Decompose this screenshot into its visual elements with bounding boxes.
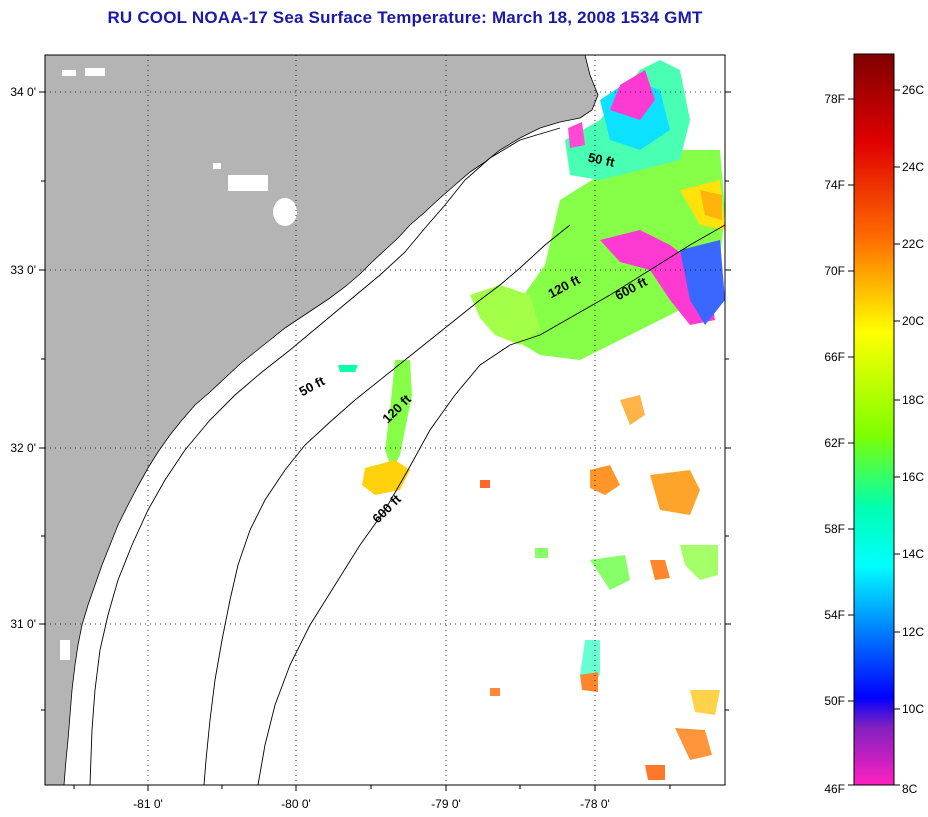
- contour-120ft: [203, 224, 571, 785]
- colorbar-label-c: 26C: [902, 83, 924, 97]
- colorbar-label-c: 8C: [902, 782, 918, 796]
- colorbar-label-c: 12C: [902, 625, 924, 639]
- colorbar-label-f: 54F: [824, 608, 845, 622]
- lat-label: 32 0': [10, 441, 36, 455]
- colorbar-label-f: 50F: [824, 694, 845, 708]
- colorbar-label-f: 58F: [824, 522, 845, 536]
- contour-600ft: [257, 224, 725, 785]
- colorbar-label-c: 16C: [902, 470, 924, 484]
- colorbar-label-c: 24C: [902, 160, 924, 174]
- colorbar-label-f: 78F: [824, 92, 845, 106]
- colorbar-label-c: 18C: [902, 393, 924, 407]
- lon-label: -78 0': [580, 797, 610, 811]
- map-title: RU COOL NOAA-17 Sea Surface Temperature:…: [107, 8, 703, 27]
- graticule: [45, 55, 725, 785]
- lat-label: 34 0': [10, 85, 36, 99]
- colorbar-label-f: 46F: [824, 782, 845, 796]
- lat-label: 33 0': [10, 263, 36, 277]
- colorbar-label-f: 70F: [824, 264, 845, 278]
- depth-contours: [89, 127, 725, 785]
- inland-lakes: [60, 68, 297, 660]
- tick-marks: [39, 91, 731, 791]
- lat-label: 31 0': [10, 617, 36, 631]
- lon-label: -81 0': [133, 797, 163, 811]
- colorbar-gradient: [853, 53, 895, 786]
- colorbar-label-c: 14C: [902, 547, 924, 561]
- map-frame: [44, 54, 726, 786]
- lon-label: -79 0': [431, 797, 461, 811]
- colorbar-label-c: 20C: [902, 314, 924, 328]
- land-mass: [45, 55, 599, 785]
- sst-data: [338, 60, 725, 780]
- colorbar-label-c: 22C: [902, 237, 924, 251]
- colorbar-label-f: 66F: [824, 350, 845, 364]
- colorbar-label-f: 62F: [824, 436, 845, 450]
- lon-label: -80 0': [281, 797, 311, 811]
- contour-50ft: [89, 127, 561, 785]
- depth-label-50ft: 50 ft: [587, 150, 617, 170]
- colorbar-label-c: 10C: [902, 702, 924, 716]
- colorbar-label-f: 74F: [824, 178, 845, 192]
- colorbar: 78F 74F 70F 66F 62F 58F 54F 50F 46F 26C …: [824, 53, 924, 796]
